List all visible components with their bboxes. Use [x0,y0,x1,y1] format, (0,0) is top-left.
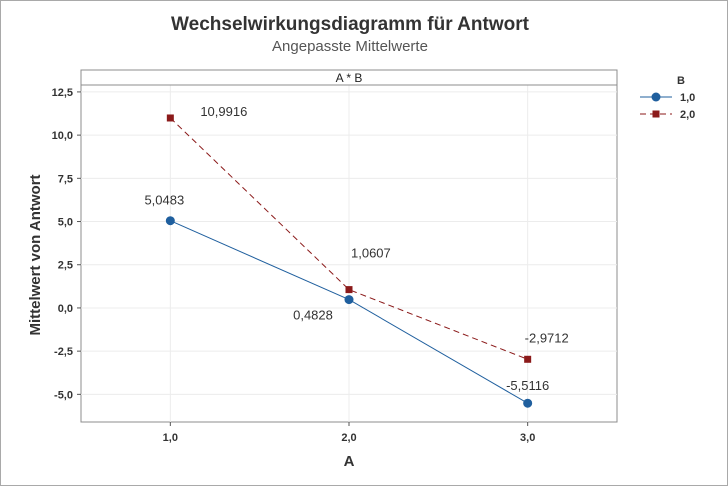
data-point-square [345,286,353,294]
x-axis-label: A [344,453,355,470]
series-line [169,117,528,360]
panel-label: A * B [336,71,363,85]
data-label: 5,0483 [144,193,184,208]
y-axis-label: Mittelwert von Antwort [27,174,44,335]
data-label: -5,5116 [506,378,549,393]
y-tick-label: -2,5 [54,346,73,358]
data-label: -2,9712 [525,330,569,345]
chart-title: Wechselwirkungsdiagramm für Antwort [171,14,529,35]
y-axis: -5,0 -2,5 0,0 2,5 5,0 7,5 10,0 12,5 [52,87,81,401]
y-tick-label: -5,0 [54,389,73,401]
panel-header [80,69,618,86]
x-tick-label: 2,0 [341,432,356,444]
x-tick-label: 3,0 [520,432,535,444]
y-tick-label: 0,0 [58,303,73,315]
legend-label: 2,0 [680,109,695,121]
legend-label: 1,0 [680,92,695,104]
y-tick-label: 7,5 [58,173,73,185]
y-tick-label: 5,0 [58,217,73,229]
data-point-circle [344,295,354,305]
data-point-square [524,355,532,363]
data-point-square [166,114,174,122]
y-tick-label: 2,5 [58,260,73,272]
data-label: 10,9916 [200,104,247,119]
data-label: 0,4828 [293,308,333,323]
y-tick-label: 10,0 [52,130,73,142]
data-point-circle [523,398,533,408]
data-label: 1,0607 [351,246,391,261]
x-axis: 1,0 2,0 3,0 [163,422,535,444]
data-point-circle [165,216,175,226]
legend-title: B [677,75,685,87]
grid-lines [81,85,617,422]
chart-subtitle: Angepasste Mittelwerte [272,38,428,55]
y-tick-label: 12,5 [52,87,73,99]
legend-marker-circle [651,92,661,102]
legend-marker-square [652,110,660,118]
data-series: 5,0483 0,4828 -5,5116 10,9916 1,0607 -2,9712 [144,104,569,408]
x-tick-label: 1,0 [163,432,178,444]
legend: B 1,0 2,0 [640,75,695,121]
